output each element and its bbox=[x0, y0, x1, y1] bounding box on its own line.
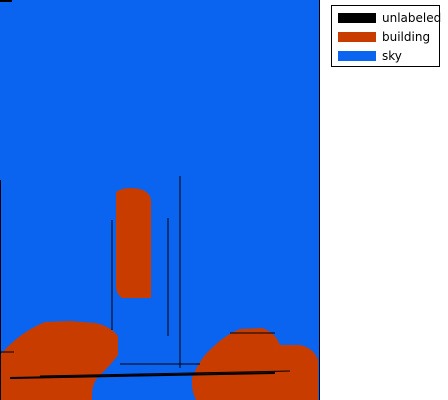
legend-label-unlabeled: unlabeled bbox=[382, 11, 442, 25]
legend-item-sky: sky bbox=[338, 47, 402, 65]
legend-swatch-sky bbox=[338, 51, 376, 61]
legend-item-building: building bbox=[338, 28, 430, 46]
unlabeled-regions bbox=[0, 0, 320, 400]
legend: unlabeled building sky bbox=[331, 5, 441, 67]
legend-label-sky: sky bbox=[382, 49, 402, 63]
segmentation-map bbox=[0, 0, 320, 400]
legend-label-building: building bbox=[382, 30, 431, 44]
building-region-tower bbox=[116, 188, 151, 298]
legend-swatch-unlabeled bbox=[338, 13, 376, 23]
building-region-left bbox=[0, 321, 118, 400]
legend-swatch-building bbox=[338, 32, 376, 42]
building-region-right bbox=[192, 328, 318, 400]
unlabeled-wire bbox=[9, 372, 276, 379]
unlabeled-wire-2 bbox=[39, 370, 291, 377]
legend-item-unlabeled: unlabeled bbox=[338, 9, 441, 27]
